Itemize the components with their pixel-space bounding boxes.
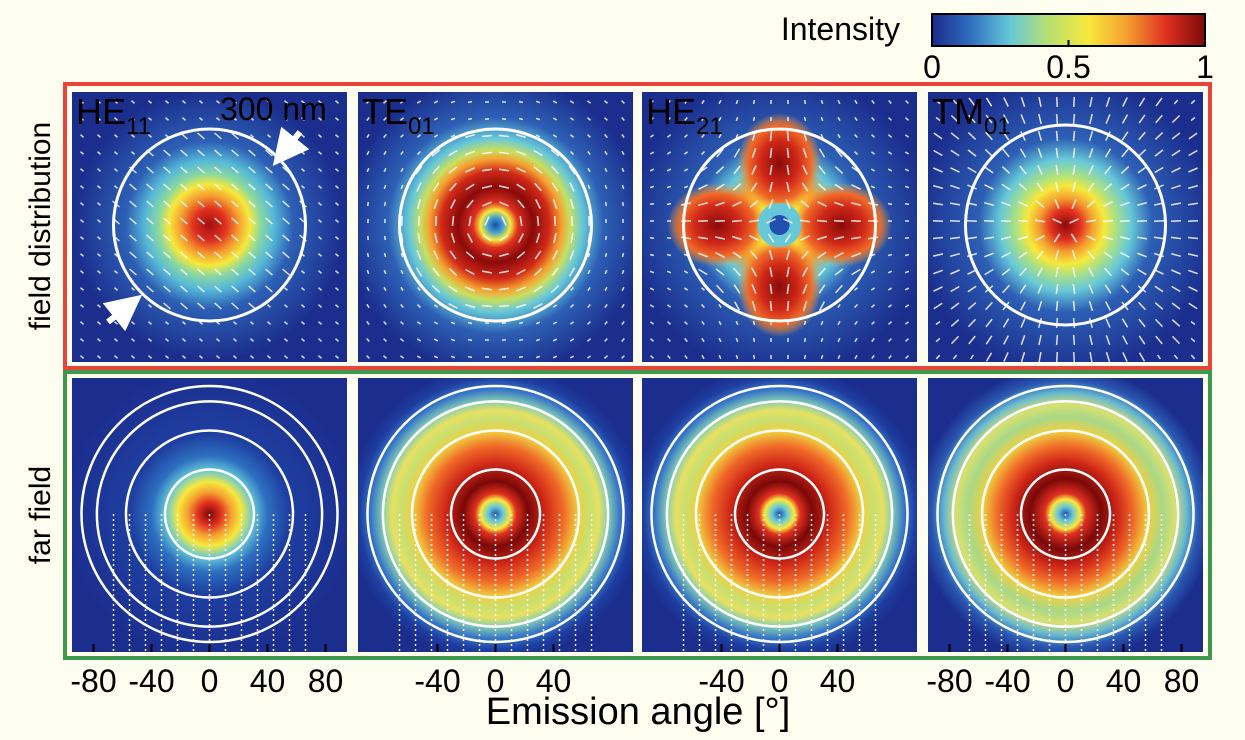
x-tick-label: 40 xyxy=(536,663,572,699)
far-field-frame xyxy=(63,370,1212,660)
x-tick-label: -80 xyxy=(70,663,116,699)
x-tick-label: 80 xyxy=(1164,663,1200,699)
field-panel-te01: TE01 xyxy=(358,91,633,362)
x-axis: -80 -40 0 40 80 -40 0 40 -40 0 40 -80 -40 0 40 80 xyxy=(70,644,1199,699)
angle-circle xyxy=(650,384,909,644)
row-label-field-distribution: field distribution xyxy=(24,122,57,330)
angle-circle xyxy=(381,400,610,628)
colorbar-ticks: 0 0.5 1 xyxy=(923,40,1214,85)
angle-circle xyxy=(163,468,256,560)
x-tick-label: -40 xyxy=(698,663,744,699)
colorbar: Intensity 0 0.5 1 xyxy=(781,11,1214,85)
x-tick-label: 0 xyxy=(487,663,505,699)
angle-circle xyxy=(951,400,1180,628)
core-hole-center xyxy=(769,215,790,235)
angle-circle xyxy=(366,384,625,644)
far-field-panel-2 xyxy=(358,378,633,652)
x-tick-label: 0 xyxy=(1057,663,1075,699)
fiber-boundary xyxy=(964,123,1167,327)
scale-arrow xyxy=(102,294,143,332)
field-panel-he21: HE21 xyxy=(642,91,917,362)
angle-circle xyxy=(95,400,324,628)
far-field-panel-1 xyxy=(72,378,347,652)
polarization-vectors xyxy=(649,99,910,360)
fiber-boundary xyxy=(398,127,593,323)
angle-circle xyxy=(936,384,1195,644)
x-tick-label: 40 xyxy=(1106,663,1142,699)
x-tick-label: 40 xyxy=(250,663,286,699)
x-tick-label: 0 xyxy=(771,663,789,699)
mode-label: TE01 xyxy=(362,91,435,140)
x-tick-label: 0 xyxy=(201,663,219,699)
angle-circle xyxy=(449,468,542,560)
angle-circle xyxy=(80,384,339,644)
colorbar-tick-label: 0.5 xyxy=(1046,49,1090,85)
x-tick-label: -40 xyxy=(984,663,1030,699)
panels: HE11 300 nm TE01 HE21 TM01 xyxy=(72,91,1203,652)
polarization-vectors xyxy=(932,96,1199,362)
polarization-vectors xyxy=(366,100,625,359)
x-axis-label: Emission angle [°] xyxy=(486,691,791,733)
colorbar-tick-label: 1 xyxy=(1196,49,1214,85)
x-tick-label: 80 xyxy=(308,663,344,699)
mode-label: TM01 xyxy=(932,91,1011,140)
mode-label: HE21 xyxy=(646,91,723,140)
x-tick-label: -40 xyxy=(128,663,174,699)
intensity-lobe xyxy=(737,113,822,213)
mode-label: HE11 xyxy=(76,91,151,140)
colorbar-title: Intensity xyxy=(781,11,900,47)
angle-circle xyxy=(1019,468,1112,560)
angle-circle xyxy=(665,400,894,628)
intensity-map xyxy=(928,92,1203,362)
angle-circle xyxy=(980,429,1151,599)
scale-label: 300 nm xyxy=(220,91,327,127)
angle-circle xyxy=(694,429,865,599)
far-field-panel-3 xyxy=(642,378,917,652)
row-label-far-field: far field xyxy=(24,466,57,564)
colorbar-tick-label: 0 xyxy=(923,49,941,85)
intensity-lobe xyxy=(667,183,768,267)
intensity-lobe xyxy=(791,183,892,267)
far-field-panel-4 xyxy=(928,378,1203,652)
field-distribution-frame xyxy=(63,82,1212,370)
field-panel-he11: HE11 300 nm xyxy=(72,91,347,362)
angle-circle xyxy=(733,468,826,560)
x-tick-label: 40 xyxy=(820,663,856,699)
fiber-boundary xyxy=(682,127,877,323)
x-tick-label: -80 xyxy=(926,663,972,699)
angle-circle xyxy=(410,429,581,599)
x-tick-label: -40 xyxy=(414,663,460,699)
field-panel-tm01: TM01 xyxy=(928,91,1203,362)
fiber-boundary xyxy=(112,127,307,323)
scale-arrow xyxy=(272,126,310,167)
intensity-lobe xyxy=(737,237,822,337)
angle-circle xyxy=(124,429,295,599)
